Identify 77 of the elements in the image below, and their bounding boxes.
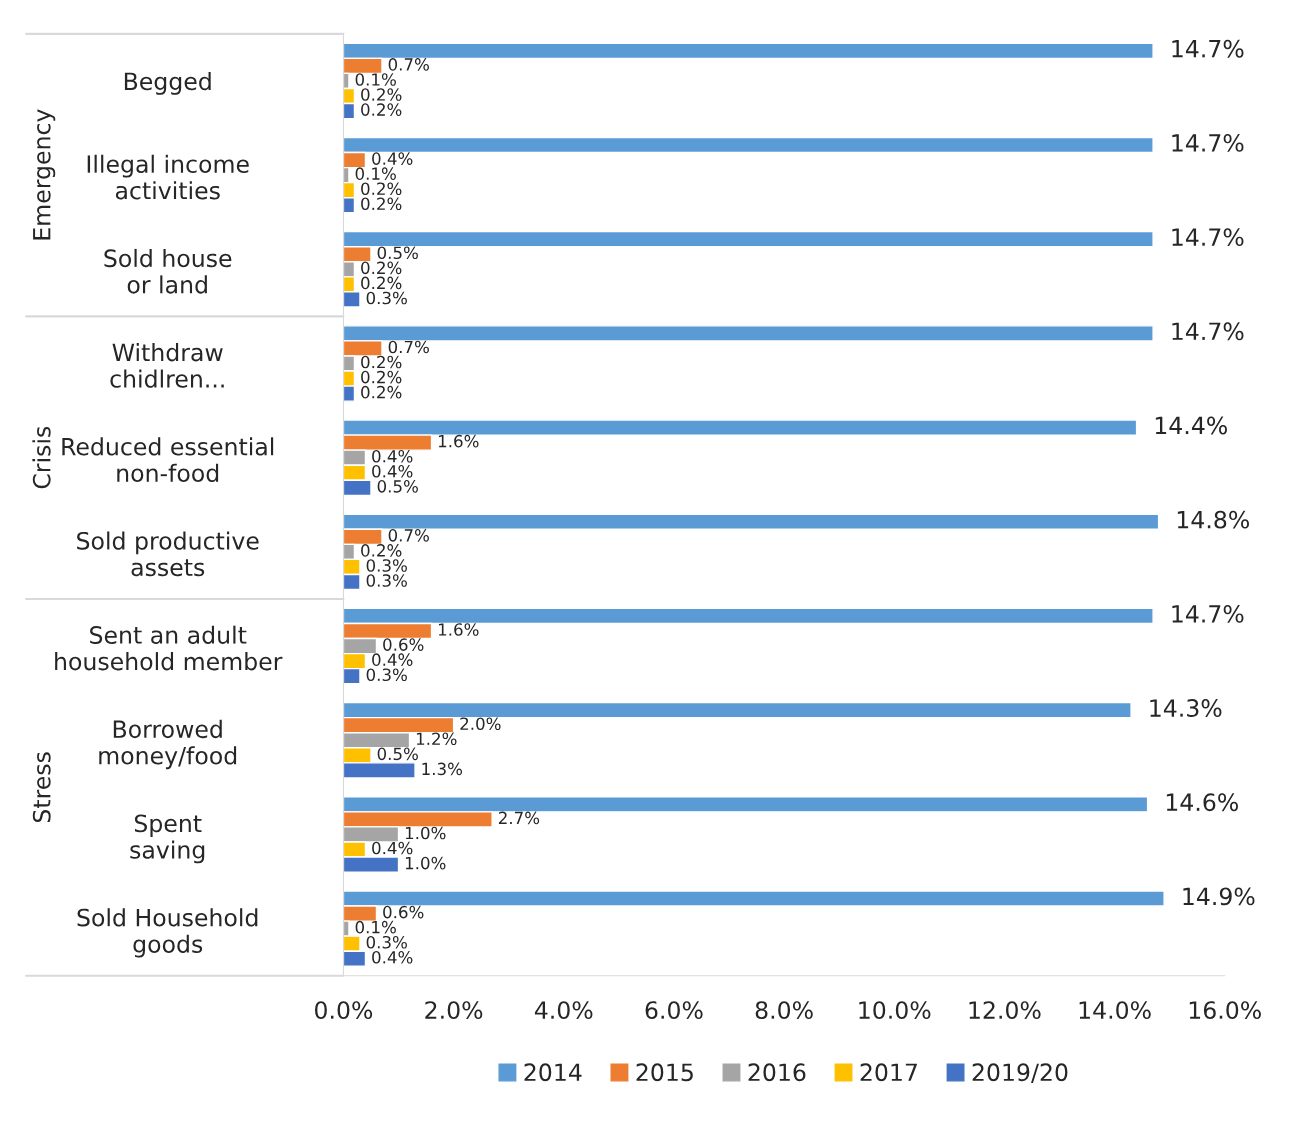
data-label: 0.4%: [372, 841, 413, 855]
data-label: 1.2%: [416, 732, 457, 746]
data-label: 0.2%: [361, 182, 402, 196]
data-label: 0.3%: [366, 559, 407, 572]
y-tick-label: Illegal income activities: [87, 154, 249, 200]
data-label: 0.1%: [355, 167, 396, 180]
data-label: 0.5%: [377, 480, 418, 493]
data-label: 14.7%: [1172, 133, 1244, 152]
data-label: 0.4%: [372, 951, 413, 964]
data-label: 14.7%: [1172, 322, 1244, 341]
y-tick-label: Sold Household goods: [77, 908, 258, 958]
data-label: 0.2%: [361, 385, 402, 399]
data-label: 14.4%: [1155, 416, 1227, 435]
data-label: 0.2%: [361, 88, 402, 101]
data-label: 0.5%: [377, 747, 418, 761]
data-label: 0.2%: [361, 103, 402, 116]
data-label: 0.4%: [372, 464, 413, 478]
legend-label: 2015: [636, 1063, 693, 1082]
y-tick-label: Withdraw chidlren...: [110, 343, 224, 388]
data-label: 0.2%: [361, 197, 402, 211]
data-label: 0.7%: [388, 340, 429, 354]
data-label: 0.7%: [388, 529, 429, 542]
data-label: 1.6%: [438, 623, 479, 636]
data-label: 0.7%: [388, 58, 429, 71]
y-tick-label: Begged: [124, 71, 211, 95]
data-label: 0.1%: [355, 73, 396, 86]
data-label: 1.6%: [438, 434, 479, 448]
text: Stress: [32, 752, 51, 823]
data-label: 0.2%: [361, 544, 402, 557]
data-label: 0.6%: [383, 905, 424, 919]
x-tick-label: 16.0%: [1189, 1001, 1261, 1019]
data-label: 14.6%: [1166, 793, 1238, 812]
y-tick-label: Sold house or land: [104, 248, 232, 294]
y-tick-label: Sent an adult household member: [55, 625, 283, 671]
data-label: 0.1%: [355, 920, 396, 934]
y-tick-label: Borrowed money/food: [99, 719, 237, 770]
text: Crisis: [32, 426, 51, 489]
legend-label: 2017: [860, 1063, 917, 1082]
data-label: 14.8%: [1177, 510, 1249, 529]
text: Emergency: [33, 109, 56, 240]
data-label: 0.3%: [366, 935, 407, 949]
data-label: 0.2%: [361, 370, 402, 384]
y-tick-label: Sold productive assets: [77, 531, 259, 577]
data-label: 0.3%: [366, 574, 407, 587]
data-label: 14.7%: [1172, 228, 1244, 247]
data-label: 0.4%: [372, 653, 413, 666]
data-label: 0.2%: [361, 276, 402, 290]
data-label: 1.0%: [405, 826, 446, 840]
x-tick-label: 0.0%: [315, 1001, 373, 1019]
data-label: 0.6%: [383, 638, 424, 651]
data-label: 0.2%: [361, 261, 402, 275]
legend-label: 2014: [524, 1063, 582, 1082]
data-label: 2.0%: [460, 717, 501, 731]
x-tick-label: 14.0%: [1079, 1001, 1151, 1019]
data-label: 2.7%: [498, 811, 540, 825]
x-tick-label: 4.0%: [534, 1001, 593, 1019]
data-label: 0.2%: [361, 355, 402, 369]
y-tick-label: Spent saving: [130, 814, 205, 864]
data-label: 14.7%: [1172, 39, 1244, 58]
data-label: 0.3%: [366, 291, 407, 305]
data-label: 0.3%: [366, 668, 407, 682]
x-tick-label: 12.0%: [969, 1001, 1041, 1019]
x-tick-label: 2.0%: [425, 1001, 483, 1019]
legend-label: 2016: [748, 1063, 806, 1082]
y-tick-label: Reduced essential non-food: [62, 437, 274, 483]
x-tick-label: 8.0%: [755, 1001, 813, 1019]
x-tick-label: 10.0%: [859, 1001, 931, 1019]
data-label: 1.3%: [422, 762, 463, 776]
legend-label: 2019/20: [972, 1063, 1068, 1084]
data-label: 1.0%: [405, 856, 446, 870]
data-label: 14.3%: [1150, 699, 1222, 717]
data-label: 14.7%: [1172, 604, 1244, 623]
data-label: 0.4%: [372, 152, 413, 165]
data-label: 0.4%: [372, 449, 413, 463]
data-label: 14.9%: [1183, 887, 1255, 906]
data-label: 0.5%: [377, 246, 418, 260]
x-tick-label: 6.0%: [645, 1001, 703, 1019]
